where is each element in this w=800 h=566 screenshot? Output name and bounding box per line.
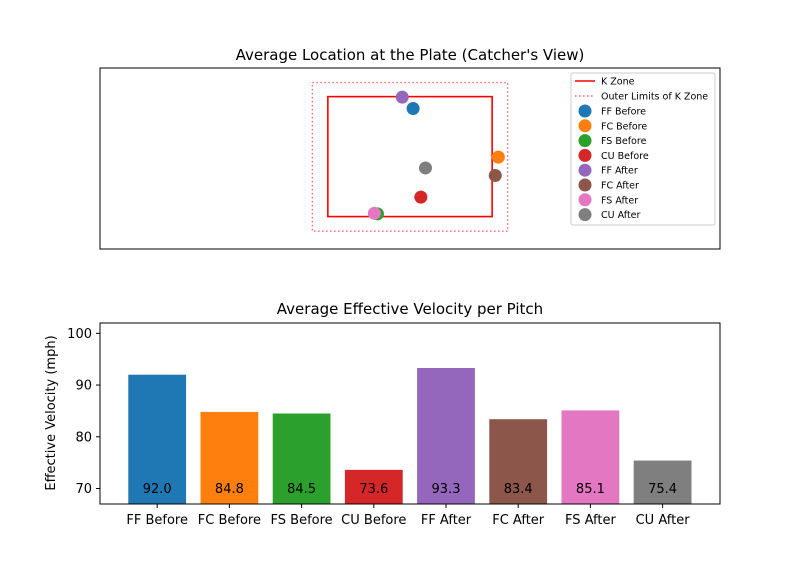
point-fs-after bbox=[367, 206, 381, 220]
bar-cu-before bbox=[344, 469, 403, 504]
y-tick-label-80: 80 bbox=[75, 430, 92, 445]
bar-value-label-ff-after: 93.3 bbox=[432, 482, 461, 497]
legend-label-cu-after: CU After bbox=[601, 210, 641, 221]
legend-label-cu-before: CU Before bbox=[601, 151, 649, 162]
legend-frame bbox=[570, 72, 716, 226]
bar-value-label-ff-before: 92.0 bbox=[143, 482, 172, 497]
legend-label-k-zone: K Zone bbox=[601, 77, 635, 88]
x-tick-label-cu-before: CU Before bbox=[341, 513, 406, 528]
velocity-bars: 92.0 84.8 84.5 73.6 93.3 83.4 85.1 75.4 bbox=[128, 367, 692, 504]
bar-fc-before bbox=[200, 411, 259, 504]
bar-value-label-fs-after: 85.1 bbox=[576, 482, 605, 497]
legend-marker-fs-after bbox=[578, 193, 592, 207]
bar-value-label-fc-after: 83.4 bbox=[504, 482, 533, 497]
point-cu-after bbox=[419, 161, 432, 175]
point-cu-before bbox=[414, 190, 428, 204]
legend-marker-ff-before bbox=[578, 104, 592, 118]
legend-marker-fc-after bbox=[578, 178, 592, 192]
pitch-points bbox=[367, 90, 505, 221]
y-tick-label-70: 70 bbox=[75, 482, 92, 497]
legend-marker-cu-after bbox=[578, 208, 592, 222]
bar-value-label-fc-before: 84.8 bbox=[215, 482, 244, 497]
x-tick-label-fc-before: FC Before bbox=[198, 513, 261, 528]
velocity-x-ticks: FF Before FC Before FS Before CU Before FF A… bbox=[126, 504, 690, 528]
point-fc-before bbox=[491, 150, 505, 164]
velocity-panel: Average Effective Velocity per Pitch Eff… bbox=[44, 300, 721, 528]
bar-ff-after bbox=[417, 367, 475, 504]
legend-label-fc-after: FC After bbox=[601, 181, 639, 192]
y-tick-label-90: 90 bbox=[75, 379, 92, 394]
legend-marker-fc-before bbox=[578, 119, 592, 133]
point-fc-after bbox=[488, 169, 502, 183]
x-tick-label-fs-after: FS After bbox=[565, 513, 617, 528]
point-ff-before bbox=[406, 102, 420, 116]
x-tick-label-ff-after: FF After bbox=[421, 513, 472, 528]
velocity-title: Average Effective Velocity per Pitch bbox=[277, 300, 543, 318]
point-ff-after bbox=[395, 90, 409, 104]
x-tick-label-cu-after: CU After bbox=[636, 513, 691, 528]
y-tick-label-100: 100 bbox=[67, 327, 92, 342]
bar-value-label-cu-after: 75.4 bbox=[648, 482, 677, 497]
outer-k-zone bbox=[311, 81, 509, 232]
legend-label-outer-k-zone: Outer Limits of K Zone bbox=[601, 92, 708, 103]
location-panel: Average Location at the Plate (Catcher's… bbox=[99, 46, 721, 250]
bar-ff-before bbox=[128, 374, 187, 504]
x-tick-label-ff-before: FF Before bbox=[126, 513, 188, 528]
legend-marker-ff-after bbox=[578, 163, 592, 177]
velocity-y-axis-label: Effective Velocity (mph) bbox=[44, 335, 59, 490]
location-axes-frame bbox=[99, 67, 721, 250]
bar-fc-after bbox=[489, 419, 548, 504]
bar-cu-after bbox=[633, 460, 692, 504]
k-zone bbox=[327, 95, 493, 218]
bar-value-label-fs-before: 84.5 bbox=[287, 482, 316, 497]
legend-label-ff-before: FF Before bbox=[601, 107, 646, 118]
legend-marker-cu-before bbox=[578, 148, 592, 162]
legend-label-fc-before: FC Before bbox=[601, 121, 647, 132]
legend-marker-fs-before bbox=[578, 134, 592, 148]
location-title: Average Location at the Plate (Catcher's… bbox=[236, 46, 585, 64]
x-tick-label-fs-before: FS Before bbox=[271, 513, 333, 528]
legend-label-fs-before: FS Before bbox=[601, 136, 647, 147]
legend-label-fs-after: FS After bbox=[601, 195, 638, 206]
location-legend: K Zone Outer Limits of K Zone FF Before FC … bbox=[570, 72, 716, 226]
legend-label-ff-after: FF After bbox=[601, 166, 638, 177]
bar-fs-before bbox=[272, 413, 331, 504]
x-tick-label-fc-after: FC After bbox=[492, 513, 545, 528]
velocity-axes-frame bbox=[99, 322, 721, 505]
bar-fs-after bbox=[561, 410, 620, 504]
velocity-y-ticks: 70 80 90 100 bbox=[67, 327, 100, 497]
bar-value-label-cu-before: 73.6 bbox=[359, 482, 388, 497]
